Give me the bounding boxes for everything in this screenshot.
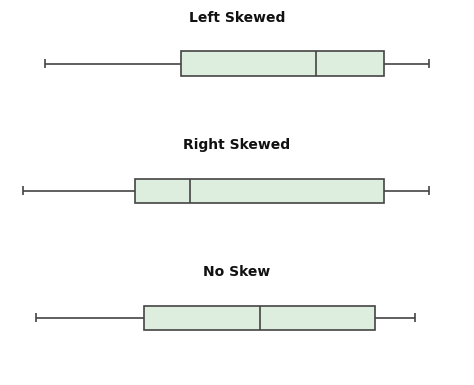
Text: Right Skewed: Right Skewed — [183, 138, 291, 152]
Bar — [136, 179, 384, 203]
Bar — [181, 52, 384, 75]
Text: No Skew: No Skew — [203, 265, 271, 279]
Bar — [145, 306, 374, 330]
Text: Left Skewed: Left Skewed — [189, 11, 285, 25]
